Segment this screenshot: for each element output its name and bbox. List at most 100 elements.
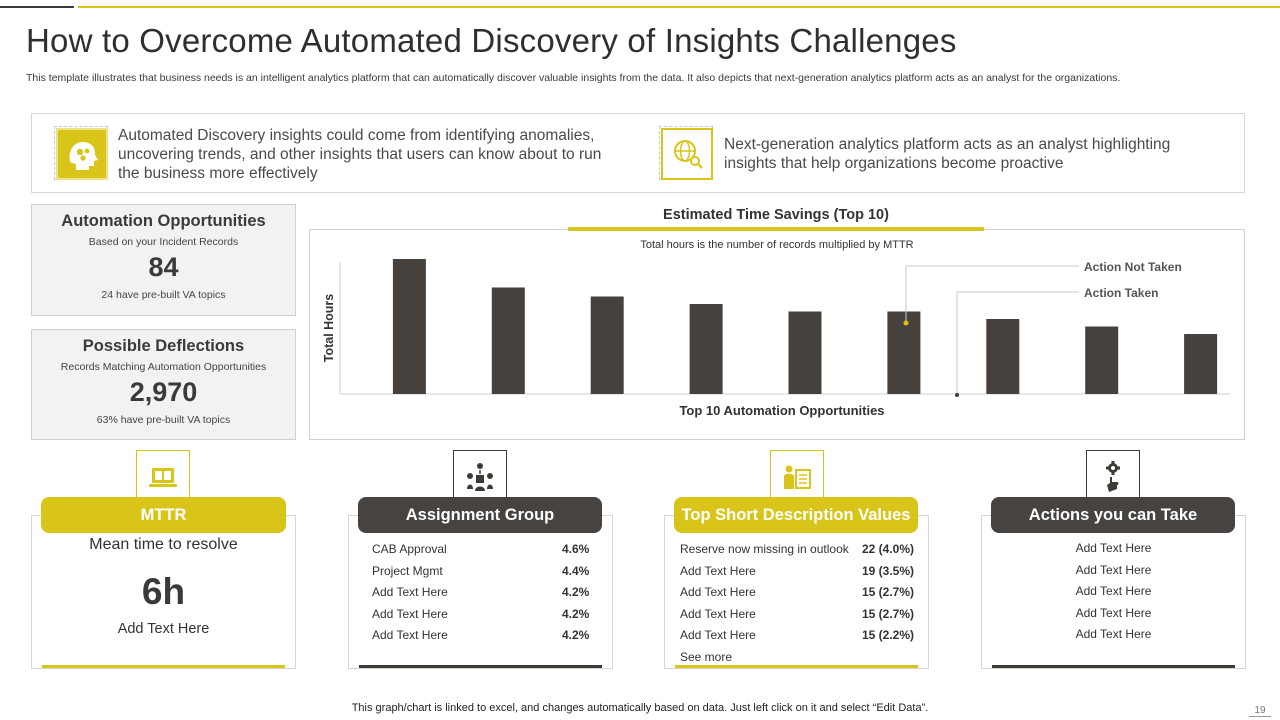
- row-value: 15 (2.2%): [862, 628, 915, 642]
- table-row: Reserve now missing in outlook 22 (4.0%): [680, 542, 920, 564]
- row-label: Add Text Here: [680, 585, 756, 599]
- list-item: Add Text Here: [982, 627, 1245, 649]
- chart-title-underline: [568, 227, 984, 231]
- kpi-title: Automation Opportunities: [61, 212, 266, 230]
- kpi-title: Possible Deflections: [82, 337, 245, 355]
- short-desc-icon-box: [770, 450, 824, 504]
- row-value: 15 (2.7%): [862, 585, 915, 599]
- table-row: Add Text Here 4.2%: [372, 607, 592, 629]
- banner-left-text: Automated Discovery insights could come …: [118, 127, 602, 182]
- row-value: 4.2%: [562, 585, 590, 599]
- banner-left-icon-box: [54, 126, 108, 180]
- row-value: 4.2%: [562, 606, 590, 621]
- row-label: Add Text Here: [680, 606, 756, 621]
- annotation-marker-not-taken: [903, 320, 909, 326]
- page-title: How to Overcome Automated Discovery of I…: [26, 22, 957, 59]
- list-item-label: Add Text Here: [1075, 605, 1152, 620]
- short-desc-rows: Reserve now missing in outlook 22 (4.0%) …: [680, 542, 920, 671]
- table-row: Add Text Here 15 (2.7%): [680, 585, 920, 607]
- row-value: 22 (4.0%): [862, 542, 915, 556]
- mttr-icon-box: [136, 450, 190, 504]
- actions-list: Add Text Here Add Text Here Add Text Her…: [982, 541, 1245, 649]
- see-more-link[interactable]: See more: [680, 650, 920, 672]
- row-label: Project Mgmt: [372, 563, 443, 578]
- chart-bars: [392, 259, 1218, 395]
- annotation-line-not-taken: [905, 265, 1079, 323]
- head-puzzle-icon: [56, 128, 108, 180]
- kpi-subtitle: Records Matching Automation Opportunitie…: [60, 361, 267, 373]
- chart-bar-8[interactable]: [1085, 326, 1119, 395]
- estimated-time-savings-chart[interactable]: Action Not Taken Action Taken Top 10 Aut…: [309, 229, 1245, 440]
- row-value: 4.4%: [562, 563, 590, 578]
- top-rule-dark: [0, 6, 74, 8]
- kpi-footnote: 63% have pre-built VA topics: [96, 414, 231, 426]
- card-top-short-description: Reserve now missing in outlook 22 (4.0%) …: [664, 515, 929, 669]
- kpi-value: 84: [148, 252, 179, 282]
- chart-bar-3[interactable]: [590, 296, 624, 395]
- table-row: Project Mgmt 4.4%: [372, 564, 592, 586]
- table-row: Add Text Here 15 (2.7%): [680, 607, 920, 629]
- actions-icon-box: [1086, 450, 1140, 504]
- see-more-label[interactable]: See more: [680, 649, 733, 664]
- table-row: Add Text Here 19 (3.5%): [680, 564, 920, 586]
- banner-right-icon-box: [659, 126, 713, 180]
- card-assignment-group: CAB Approval 4.6% Project Mgmt 4.4% Add Te…: [348, 515, 613, 669]
- chart-bar-2[interactable]: [491, 287, 525, 395]
- top-rule-gold: [78, 6, 1280, 8]
- chart-note: Total hours is the number of records mul…: [640, 239, 914, 251]
- annotation-label-taken: Action Taken: [1084, 286, 1158, 300]
- row-label: Reserve now missing in outlook: [680, 542, 849, 556]
- row-label: Add Text Here: [372, 606, 448, 621]
- person-document-icon: [784, 465, 811, 489]
- kpi-automation-opportunities: Automation Opportunities Based on your I…: [31, 204, 296, 316]
- card-footer-bar: [675, 665, 918, 668]
- kpi-possible-deflections: Possible Deflections Records Matching Au…: [31, 329, 296, 440]
- list-item-label: Add Text Here: [1075, 627, 1152, 641]
- list-item-label: Add Text Here: [1075, 584, 1152, 598]
- assignment-title-pill: Assignment Group: [358, 497, 602, 533]
- row-value: 4.6%: [562, 542, 590, 556]
- hand-gear-icon: [1106, 461, 1120, 492]
- table-row: Add Text Here 4.2%: [372, 628, 592, 650]
- annotation-label-not-taken: Action Not Taken: [1084, 260, 1182, 274]
- chart-bar-1[interactable]: [392, 259, 426, 394]
- row-label: Add Text Here: [372, 628, 448, 642]
- chart-bar-4[interactable]: [689, 304, 723, 394]
- chart-bar-5[interactable]: [788, 311, 822, 395]
- chart-bar-7[interactable]: [986, 319, 1020, 394]
- table-row: Add Text Here 15 (2.2%): [680, 628, 920, 650]
- kpi-value: 2,970: [129, 377, 198, 407]
- team-group-icon: [467, 463, 493, 491]
- list-item-label: Add Text Here: [1075, 541, 1152, 555]
- chart-bar-9[interactable]: [1184, 334, 1218, 394]
- row-label: CAB Approval: [372, 542, 447, 556]
- annotation-line-taken: [956, 291, 1079, 395]
- list-item: Add Text Here: [982, 563, 1245, 585]
- insight-banner: Automated Discovery insights could come …: [31, 113, 1245, 193]
- table-row: Add Text Here 4.2%: [372, 585, 592, 607]
- mttr-line1: Mean time to resolve: [89, 536, 238, 553]
- list-item: Add Text Here: [982, 606, 1245, 628]
- actions-title-pill: Actions you can Take: [991, 497, 1235, 533]
- list-item: Add Text Here: [982, 584, 1245, 606]
- row-label: Add Text Here: [680, 563, 756, 578]
- x-axis-label: Top 10 Automation Opportunities: [679, 403, 884, 418]
- mttr-line2: Add Text Here: [117, 621, 210, 637]
- mttr-title-pill: MTTR: [41, 497, 286, 533]
- list-item-label: Add Text Here: [1075, 562, 1152, 577]
- chart-title: Estimated Time Savings (Top 10): [663, 207, 889, 223]
- card-footer-bar: [992, 665, 1235, 668]
- short-desc-title-pill: Top Short Description Values: [674, 497, 918, 533]
- kpi-footnote: 24 have pre-built VA topics: [101, 289, 226, 301]
- card-footer-bar: [359, 665, 602, 668]
- footer-note: This graph/chart is linked to excel, and…: [351, 702, 929, 714]
- y-axis-label: Total Hours: [322, 294, 336, 363]
- table-row: CAB Approval 4.6%: [372, 542, 592, 564]
- laptop-icon: [149, 468, 177, 487]
- assignment-rows: CAB Approval 4.6% Project Mgmt 4.4% Add Te…: [372, 542, 592, 650]
- card-mttr: Mean time to resolve 6h Add Text Here: [31, 515, 296, 669]
- row-value: 19 (3.5%): [862, 563, 915, 578]
- globe-search-icon: [661, 128, 713, 180]
- chart-bar-6[interactable]: [887, 311, 921, 395]
- row-value: 15 (2.7%): [862, 606, 915, 621]
